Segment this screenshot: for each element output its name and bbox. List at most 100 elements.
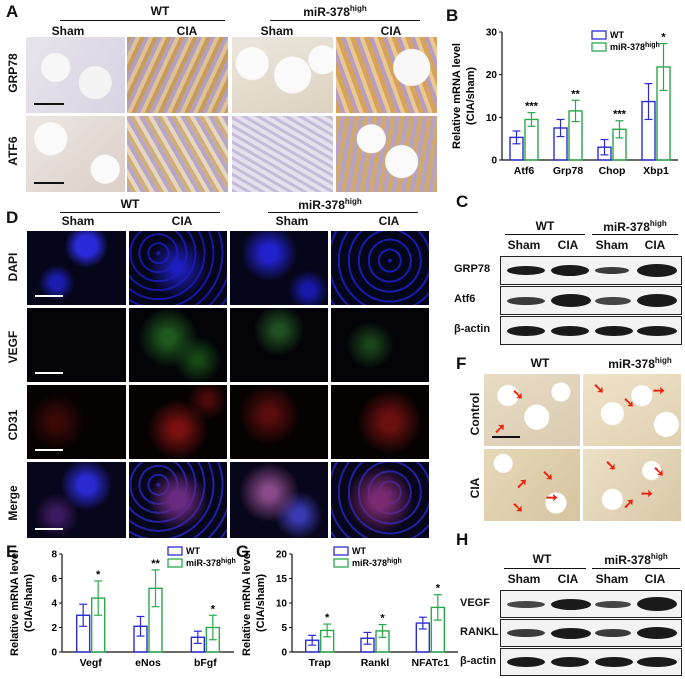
panel-h-rankl-blot [500,619,682,647]
panel-h-sham-label: Sham [507,572,541,586]
y-tick-label: 15 [276,574,288,585]
significance-label: ** [151,558,160,570]
panel-d-wt-line [60,212,220,213]
panel-a-atf6-mir-cia-image [336,116,437,192]
panel-a-atf6-mir-sham-image [232,116,333,192]
scale-bar [35,528,63,530]
panel-a-grp78-sham-image [26,37,125,113]
y-tick-label: 8 [51,550,57,561]
arrow-icon: ➚ [494,420,506,436]
band [595,601,631,608]
panel-a-sham2-label: Sham [260,24,294,38]
panel-d-merge-mir-sham-image [230,462,328,538]
arrow-icon: ➚ [623,495,635,511]
panel-h-vegf-blot [500,590,682,618]
band [595,657,633,667]
panel-label-d: D [6,208,19,227]
panel-h-mir-line [592,568,680,569]
y-tick-label: 10 [486,113,498,124]
panel-label-a: A [6,2,19,21]
significance-label: *** [525,101,539,113]
band [595,297,631,305]
legend-swatch [167,546,183,556]
panel-d-row-vegf: VEGF [6,330,20,364]
significance-label: * [211,603,216,615]
panel-h-mir-header: miR-378high [604,552,668,567]
panel-a-cia2-label: CIA [380,24,402,38]
panel-f-row-control: Control [468,392,482,436]
panel-c-wt-header: WT [535,219,555,233]
legend-label: miR-378high [610,42,660,52]
y-axis-label: Relative mRNA level [9,550,21,656]
panel-c-sham-label: Sham [507,238,541,252]
x-tick-label: Atf6 [514,165,535,177]
y-tick-label: 2 [51,623,57,634]
panel-c-cia2-label: CIA [644,238,666,252]
band [551,265,589,276]
x-tick-label: Trap [309,657,331,669]
band [637,264,677,277]
legend-swatch [333,546,349,556]
panel-d-row-cd31: CD31 [6,409,20,441]
y-axis-label: Relative mRNA level [451,43,463,149]
panel-d-dapi-cia-image [129,231,227,305]
panel-d-mir-line [268,212,418,213]
panel-label-c: C [456,192,469,211]
panel-label-e: E [6,542,18,561]
y-tick-label: 20 [486,70,498,81]
significance-label: * [325,612,330,624]
scale-bar [35,295,63,297]
legend-swatch [167,558,183,568]
y-tick-label: 10 [276,599,288,610]
band [637,627,677,639]
scale-bar [492,436,520,438]
panel-h-row-rankl: RANKL [460,626,499,638]
panel-h-row-actin: β-actin [460,655,497,667]
arrow-icon: ➘ [623,394,635,410]
band [637,597,677,611]
panel-a-grp78-mir-sham-image [232,37,333,113]
y-tick-label: 6 [51,574,57,585]
panel-a-atf6-cia-image [127,116,228,192]
band [551,628,591,639]
panel-f-wt-cia-image: ➘ ➚ ➙ ➘ [484,449,580,521]
band [595,267,629,274]
panel-d-dapi-sham-image [27,231,126,305]
panel-c-grp78-blot [500,256,682,285]
panel-d-vegf-sham-image [27,308,126,382]
arrow-icon: ➘ [512,386,524,402]
arrow-icon: ➘ [605,457,617,473]
panel-d-cd31-cia-image [129,385,227,459]
scale-bar [35,372,63,374]
arrow-icon: ➘ [593,380,605,396]
panel-h-cia-label: CIA [557,572,579,586]
legend-label: miR-378high [186,558,236,568]
legend-swatch [591,42,607,52]
panel-h-wt-line [504,568,586,569]
band [595,326,633,336]
panel-d-merge-cia-image [129,462,227,538]
panel-a-grp78-cia-image [127,37,228,113]
band [637,294,677,307]
panel-h-wt-header: WT [532,552,552,566]
panel-d-vegf-mir-cia-image [331,308,429,382]
y-axis-label: Relative mRNA level [241,550,253,656]
band [507,266,545,275]
band [551,294,591,307]
panel-label-g: G [236,542,250,561]
x-tick-label: bFgf [194,657,217,669]
panel-d-merge-sham-image [27,462,126,538]
panel-label-h: H [456,530,469,549]
panel-a-wt-line [60,20,225,21]
arrow-icon: ➘ [653,463,665,479]
y-tick-label: 30 [486,28,498,39]
arrow-icon: ➘ [542,467,554,483]
chart-b: Relative mRNA level (CIA/sham)0102030***A… [451,28,678,177]
x-tick-label: Grp78 [553,165,584,177]
band [637,657,677,667]
panel-d-row-dapi: DAPI [6,252,20,282]
legend-label: WT [352,546,366,556]
y-axis-label: (CIA/sham) [255,574,267,632]
panel-f-mir-header: miR-378high [608,356,672,371]
x-tick-label: Vegf [80,657,103,669]
